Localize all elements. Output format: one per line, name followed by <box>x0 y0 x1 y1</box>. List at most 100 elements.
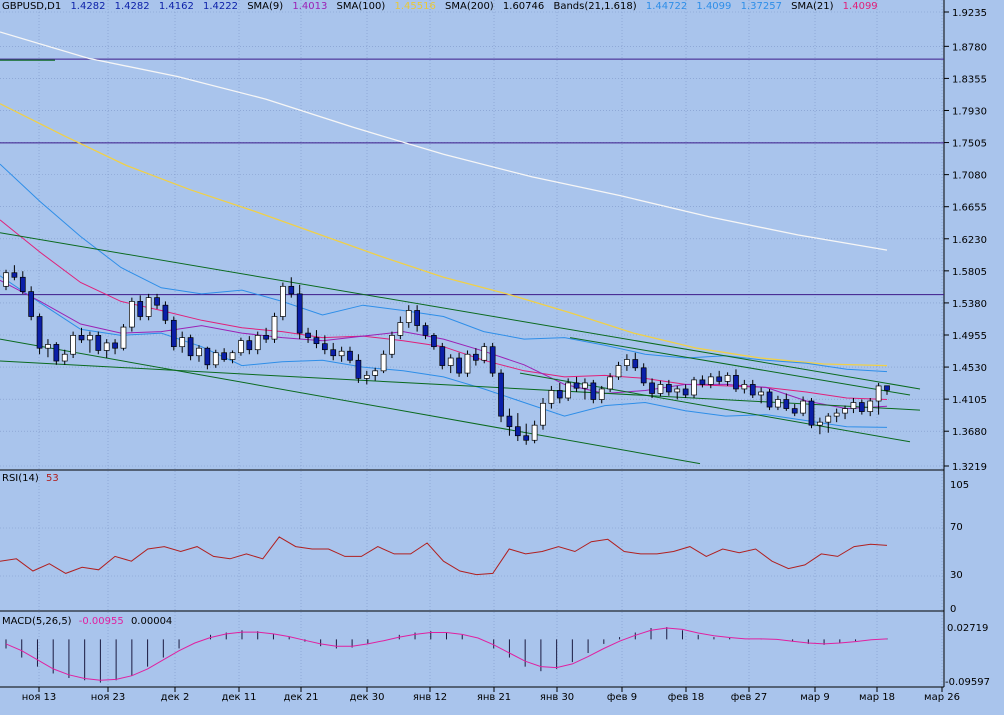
candle-bear <box>523 435 530 441</box>
candle-bull <box>531 424 538 441</box>
candle-bull <box>540 402 546 426</box>
macd-pane[interactable] <box>0 614 944 686</box>
candle-bear <box>321 343 328 351</box>
candle-bull <box>338 350 345 357</box>
candle-bull <box>582 382 588 389</box>
candle-bull <box>397 322 404 336</box>
candle-bear <box>53 344 60 362</box>
rsi-axis-0: 0 <box>950 604 956 615</box>
candle-bull <box>103 342 110 351</box>
candle-bear <box>414 310 420 326</box>
candle-bull <box>254 335 261 351</box>
price-axis: 1.9235 1.8780 1.8355 1.7930 1.7505 1.7080 1.66… <box>944 8 987 473</box>
macd-signal-line <box>5 627 888 681</box>
candle-bull <box>238 340 244 354</box>
candle-bear <box>506 415 513 428</box>
y-tick-label: 1.3219 <box>952 462 987 473</box>
candle-bull <box>87 335 93 341</box>
x-tick-label: дек 30 <box>349 692 384 703</box>
candle-bear <box>11 272 18 278</box>
y-tick-label: 1.4955 <box>952 331 987 342</box>
candle-bull <box>120 326 127 349</box>
x-tick-label: дек 21 <box>283 692 318 703</box>
candle-bear <box>422 325 429 336</box>
candle-bear <box>112 342 118 349</box>
candle-bear <box>204 347 211 366</box>
candle-bear <box>263 335 269 340</box>
candle-bull <box>212 352 219 366</box>
trendline <box>0 232 921 390</box>
candle-bull <box>45 344 51 349</box>
candle-bull <box>867 400 874 412</box>
candle-bear <box>456 357 462 374</box>
candle-bear <box>682 388 689 396</box>
candle-bear <box>556 390 563 399</box>
candle-bull <box>775 399 781 408</box>
candle-bear <box>439 346 446 366</box>
price-pane[interactable] <box>0 0 944 469</box>
rsi-indicator <box>0 536 888 576</box>
candle-bear <box>783 399 790 409</box>
x-tick-label: янв 21 <box>477 692 511 703</box>
y-tick-label: 1.7080 <box>952 171 987 182</box>
candle-bull <box>405 310 412 323</box>
candle-bull <box>850 402 857 409</box>
candle-bull <box>271 316 278 340</box>
candle-bear <box>137 301 144 317</box>
y-tick-label: 1.4530 <box>952 363 987 374</box>
candle-bull <box>800 400 806 414</box>
candle-bull <box>196 347 202 357</box>
candle-bull <box>280 285 286 317</box>
x-tick-label: мар 18 <box>859 692 895 703</box>
candle-bear <box>431 335 437 348</box>
candle-bear <box>221 352 228 360</box>
candle-bear <box>28 291 35 317</box>
trendline <box>569 337 911 396</box>
candle-bear <box>590 382 597 400</box>
rsi-label: RSI(14) 53 <box>2 473 59 484</box>
candle-bull <box>548 390 555 404</box>
candle-bull <box>842 408 848 414</box>
y-tick-label: 1.5380 <box>952 299 987 310</box>
candle-bear <box>296 293 303 334</box>
moving-averages <box>0 31 888 428</box>
y-tick-label: 1.6230 <box>952 235 987 246</box>
candle-bull <box>817 421 823 426</box>
candle-bull <box>565 382 572 399</box>
candle-bull <box>3 272 9 287</box>
rsi-pane[interactable] <box>0 473 944 610</box>
candle-bull <box>481 346 488 361</box>
candle-bull <box>598 388 605 400</box>
sma100-line <box>0 103 888 367</box>
candle-bull <box>707 376 714 385</box>
x-tick-label: фев 27 <box>731 692 768 703</box>
candle-bear <box>154 297 160 306</box>
bollinger-upper-line <box>0 163 888 373</box>
macd-indicator <box>5 627 888 683</box>
x-tick-label: фев 9 <box>607 692 637 703</box>
header-info: GBPUSD,D1 1.4282 1.4282 1.4162 1.4222 SM… <box>2 1 878 12</box>
x-tick-label: ноя 23 <box>91 692 126 703</box>
candle-bear <box>716 376 723 382</box>
candle-bull <box>145 297 152 317</box>
candle-bear <box>36 316 43 349</box>
candle-bear <box>246 340 253 351</box>
candle-bear <box>514 426 521 437</box>
candle-bull <box>70 335 76 355</box>
candle-bull <box>657 384 664 394</box>
candle-bull <box>229 352 236 360</box>
rsi-axis-70: 70 <box>950 522 963 533</box>
x-tick-label: ноя 13 <box>22 692 57 703</box>
candle-bull <box>624 359 630 366</box>
candle-bull <box>607 376 613 390</box>
candle-bear <box>355 359 362 379</box>
y-tick-label: 1.6655 <box>952 203 987 214</box>
sma9-line <box>0 279 888 410</box>
candle-bear <box>632 359 639 369</box>
candle-bear <box>330 349 337 357</box>
candle-bull <box>875 385 882 402</box>
y-tick-label: 1.8780 <box>952 42 987 53</box>
trendline <box>0 338 701 465</box>
